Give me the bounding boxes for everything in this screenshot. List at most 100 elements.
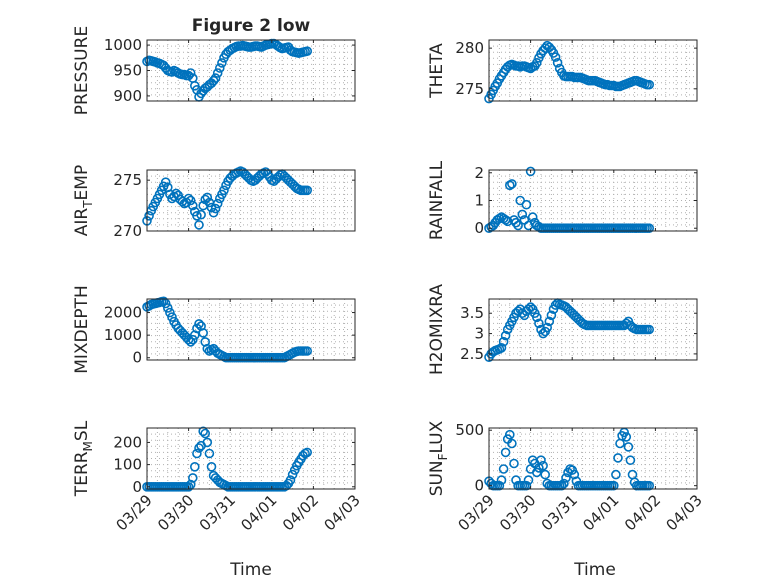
- data-point: [644, 223, 655, 233]
- axes-frame: [146, 298, 356, 361]
- data-point: [517, 209, 528, 220]
- data-point: [210, 73, 221, 83]
- data-point: [496, 342, 507, 353]
- data-point: [183, 334, 194, 345]
- data-point: [202, 192, 213, 203]
- data-point: [194, 319, 204, 329]
- subplot-h2omixra: 2.5 3 3.5 H2OMIXRA: [427, 284, 698, 375]
- y-axis-label: PRESSURE: [72, 26, 92, 115]
- subplot-theta: 275 280 THETA: [427, 39, 698, 104]
- axes-frame: [488, 39, 698, 102]
- x-axis-label-right: Time: [573, 560, 616, 580]
- data-point: [190, 461, 200, 472]
- x-axis-label-left: Time: [229, 560, 272, 580]
- data-point: [509, 458, 519, 469]
- y-axis-label: TERRMSL: [72, 420, 95, 497]
- data-point: [208, 75, 219, 86]
- series-markers: [484, 40, 655, 104]
- data-point: [183, 193, 194, 204]
- data-point: [611, 469, 621, 480]
- y-axis-label: SUNFLUX: [427, 420, 450, 496]
- axes-frame: [488, 298, 698, 361]
- data-point: [608, 480, 619, 491]
- data-point: [496, 475, 507, 485]
- x-tick-label: 04/01: [579, 491, 622, 534]
- data-point: [287, 469, 298, 480]
- data-point: [183, 481, 194, 492]
- data-point: [219, 185, 229, 196]
- subplot-mixdepth: 0 1000 2000 MIXDEPTH: [72, 285, 356, 374]
- data-point: [513, 220, 523, 231]
- series-markers: [142, 38, 313, 102]
- data-point: [217, 58, 227, 68]
- data-point: [188, 334, 198, 345]
- data-point: [507, 438, 517, 449]
- data-point: [200, 428, 210, 439]
- data-point: [525, 166, 536, 177]
- y-tick-label: 100: [113, 456, 142, 474]
- x-tick-label: 04/01: [237, 491, 280, 534]
- y-tick-label: 950: [113, 62, 142, 80]
- data-point: [561, 473, 571, 483]
- x-tick-label: 03/30: [496, 491, 539, 534]
- y-tick-label: 2.5: [460, 345, 484, 363]
- data-point: [215, 63, 225, 73]
- data-point: [540, 469, 551, 480]
- y-tick-label: 0: [474, 477, 484, 495]
- data-point: [542, 322, 553, 333]
- y-axis-label: H2OMIXRA: [427, 284, 447, 375]
- y-tick-label: 200: [113, 433, 142, 451]
- y-tick-label: 0: [132, 478, 142, 496]
- data-point: [163, 303, 173, 313]
- series-markers: [142, 426, 313, 492]
- axes-frame: [488, 427, 698, 490]
- data-point: [204, 448, 215, 459]
- data-point: [521, 199, 532, 210]
- data-point: [559, 478, 569, 489]
- y-tick-label: 0: [474, 219, 484, 237]
- data-point: [644, 79, 655, 90]
- y-axis-label: AIRTEMP: [72, 165, 95, 236]
- data-point: [556, 480, 567, 491]
- y-axis-label: MIXDEPTH: [72, 285, 92, 374]
- data-point: [613, 453, 623, 463]
- y-axis-label: RAINFALL: [427, 160, 447, 240]
- data-point: [188, 200, 198, 211]
- data-point: [285, 475, 296, 485]
- data-point: [185, 337, 196, 347]
- data-point: [202, 437, 213, 448]
- data-point: [527, 212, 538, 222]
- data-point: [198, 328, 208, 338]
- data-point: [494, 480, 505, 491]
- x-tick-label: 04/03: [663, 491, 706, 534]
- data-point: [302, 185, 313, 196]
- data-point: [158, 296, 169, 307]
- data-point: [534, 318, 544, 329]
- data-point: [196, 209, 206, 220]
- data-point: [498, 336, 509, 347]
- y-tick-label: 2000: [104, 304, 142, 322]
- x-tick-label: 03/31: [196, 491, 239, 534]
- data-point: [302, 46, 313, 57]
- axes-frame: [146, 169, 356, 232]
- x-tick-label: 03/29: [113, 491, 156, 534]
- data-point: [500, 330, 511, 341]
- y-tick-label: 275: [113, 171, 142, 189]
- data-point: [623, 442, 634, 452]
- data-point: [188, 473, 198, 483]
- x-tick-label: 03/29: [455, 491, 498, 534]
- data-point: [185, 195, 196, 206]
- y-tick-label: 2: [474, 164, 484, 182]
- data-point: [500, 447, 511, 458]
- data-point: [206, 461, 217, 472]
- data-point: [210, 203, 221, 214]
- data-point: [552, 57, 563, 68]
- data-point: [507, 179, 517, 189]
- data-point: [644, 480, 655, 491]
- data-point: [498, 464, 509, 474]
- data-point: [194, 443, 204, 453]
- x-tick-label: 04/03: [321, 491, 364, 534]
